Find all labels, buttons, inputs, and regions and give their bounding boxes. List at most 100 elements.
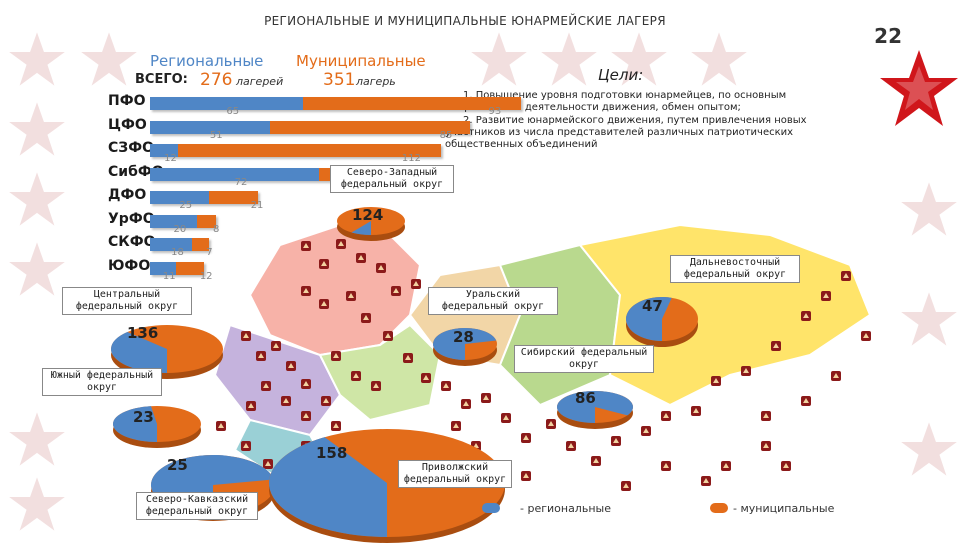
camp-marker-icon bbox=[661, 461, 671, 471]
bar-municipal bbox=[197, 214, 216, 228]
bar-value-regional: 72 bbox=[234, 176, 248, 188]
camp-marker-icon bbox=[701, 476, 711, 486]
camp-marker-icon bbox=[319, 259, 329, 269]
bar-category-label: СибФО bbox=[108, 163, 164, 180]
okrug-pie-nw bbox=[337, 207, 405, 241]
camp-marker-icon bbox=[391, 286, 401, 296]
bar-value-regional: 20 bbox=[173, 223, 187, 235]
camp-marker-icon bbox=[351, 371, 361, 381]
okrug-pie-far bbox=[626, 297, 698, 347]
okrug-total-far-east: 47 bbox=[642, 297, 663, 315]
camp-marker-icon bbox=[761, 441, 771, 451]
bar-value-regional: 51 bbox=[209, 129, 223, 141]
camp-marker-icon bbox=[771, 341, 781, 351]
legend-municipal-label: - муниципальные bbox=[733, 502, 835, 515]
background-star-icon bbox=[901, 292, 957, 346]
background-star-icon bbox=[541, 32, 597, 86]
total-label: ВСЕГО: bbox=[135, 72, 188, 87]
bar-value-municipal: 21 bbox=[250, 200, 264, 211]
bar-municipal bbox=[175, 261, 205, 275]
bar-value-regional: 11 bbox=[162, 270, 176, 282]
camp-marker-icon bbox=[521, 471, 531, 481]
bar-regional bbox=[150, 167, 320, 181]
camp-marker-icon bbox=[301, 241, 311, 251]
okrug-label-northwest: Северо-Западный федеральный округ bbox=[330, 165, 454, 193]
background-star-icon bbox=[9, 102, 65, 156]
bar-row bbox=[150, 144, 442, 157]
okrug-label-north-caucasus: Северо-Кавказский федеральный округ bbox=[136, 492, 258, 520]
okrug-label-central: Центральный федеральный округ bbox=[62, 287, 192, 315]
camp-marker-icon bbox=[546, 419, 556, 429]
okrug-label-volga: Приволжский федеральный округ bbox=[398, 460, 512, 488]
okrug-pie-volga bbox=[269, 429, 505, 543]
bar-value-municipal: 85 bbox=[439, 129, 453, 141]
camp-marker-icon bbox=[371, 381, 381, 391]
camp-marker-icon bbox=[501, 413, 511, 423]
camp-marker-icon bbox=[711, 376, 721, 386]
background-star-icon bbox=[901, 182, 957, 236]
background-star-icon bbox=[471, 32, 527, 86]
okrug-label-far-east: Дальневосточный федеральный округ bbox=[670, 255, 800, 283]
bar-row bbox=[150, 238, 209, 251]
bar-category-label: ЮФО bbox=[108, 257, 151, 274]
camp-marker-icon bbox=[781, 461, 791, 471]
bar-category-label: ДФО bbox=[108, 187, 147, 203]
background-star-icon bbox=[691, 32, 747, 86]
background-star-icon bbox=[9, 32, 65, 86]
bar-row bbox=[150, 97, 522, 110]
pie-slice-regional bbox=[626, 297, 672, 341]
pie-slice-regional bbox=[351, 221, 371, 235]
camp-marker-icon bbox=[611, 436, 621, 446]
background-star-icon bbox=[9, 242, 65, 296]
camp-marker-icon bbox=[331, 421, 341, 431]
camp-marker-icon bbox=[301, 411, 311, 421]
okrug-pie-cen bbox=[110, 325, 223, 379]
camp-marker-icon bbox=[361, 313, 371, 323]
goals-title: Цели: bbox=[598, 66, 644, 84]
pie-slice-regional bbox=[557, 391, 633, 423]
camp-marker-icon bbox=[591, 456, 601, 466]
bar-regional bbox=[150, 261, 176, 275]
camp-marker-icon bbox=[721, 461, 731, 471]
okrug-pie-ural bbox=[433, 328, 497, 366]
bar-category-label: ЦФО bbox=[108, 116, 147, 133]
bar-municipal bbox=[208, 191, 259, 204]
camp-marker-icon bbox=[521, 433, 531, 443]
okrug-pie-south bbox=[113, 406, 201, 448]
camp-marker-icon bbox=[451, 421, 461, 431]
bar-value-regional: 25 bbox=[179, 200, 193, 211]
municipal-total: 351 bbox=[323, 70, 356, 90]
bar-regional bbox=[150, 214, 197, 228]
bar-municipal bbox=[192, 238, 209, 251]
bar-municipal bbox=[302, 97, 522, 110]
star-logo-icon bbox=[880, 50, 958, 126]
legend-municipal-swatch bbox=[710, 503, 728, 513]
okrug-total-ural: 28 bbox=[453, 328, 474, 346]
bar-category-label: ПФО bbox=[108, 93, 146, 109]
bar-regional bbox=[150, 238, 193, 251]
page-number: 22 bbox=[874, 24, 902, 48]
regional-header: Региональные bbox=[150, 52, 264, 70]
bar-row bbox=[150, 191, 259, 204]
okrug-label-south: Южный федеральный округ bbox=[42, 368, 162, 396]
background-star-icon bbox=[611, 32, 667, 86]
okrug-total-central: 136 bbox=[127, 324, 159, 342]
camp-marker-icon bbox=[261, 381, 271, 391]
bar-regional bbox=[150, 97, 303, 110]
okrug-total-northwest: 124 bbox=[352, 206, 384, 224]
camp-marker-icon bbox=[241, 331, 251, 341]
bar-row bbox=[150, 261, 205, 275]
camp-marker-icon bbox=[301, 379, 311, 389]
bar-row bbox=[150, 120, 470, 134]
okrug-total-siberia: 86 bbox=[575, 389, 596, 407]
camp-marker-icon bbox=[241, 441, 251, 451]
bar-municipal bbox=[269, 120, 470, 134]
camp-marker-icon bbox=[319, 299, 329, 309]
camp-marker-icon bbox=[741, 366, 751, 376]
legend-regional-swatch bbox=[482, 503, 500, 513]
pie-slice-regional bbox=[110, 332, 167, 373]
bar-category-label: УрФО bbox=[108, 210, 155, 227]
bar-municipal bbox=[178, 144, 442, 157]
bar-value-municipal: 112 bbox=[401, 153, 421, 164]
regional-total: 276 bbox=[200, 70, 233, 90]
